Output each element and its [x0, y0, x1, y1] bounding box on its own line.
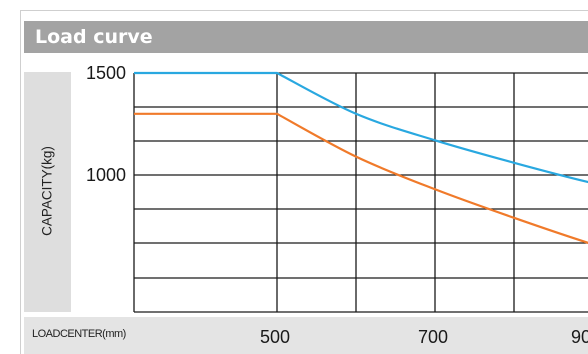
chart-grid: [133, 72, 588, 313]
series-line-2: [134, 112, 588, 244]
x-tick-label: 900: [571, 327, 588, 347]
x-tick-labels: 500700900110: [260, 327, 588, 347]
x-tick-label: 500: [260, 327, 290, 347]
y-tick-label: 1000: [86, 165, 126, 185]
y-axis-label-box: [24, 72, 71, 312]
chart-series: [134, 71, 588, 244]
x-axis-label: LOADCENTER(mm): [32, 328, 126, 340]
y-tick-label: 1500: [86, 63, 126, 83]
page-border: [20, 10, 588, 354]
y-tick-labels: 1500 1000: [86, 63, 126, 185]
x-tick-label: 700: [418, 327, 448, 347]
series-line-1: [134, 71, 588, 184]
x-axis-bar: [24, 317, 588, 354]
chart-title: Load curve: [24, 21, 588, 53]
